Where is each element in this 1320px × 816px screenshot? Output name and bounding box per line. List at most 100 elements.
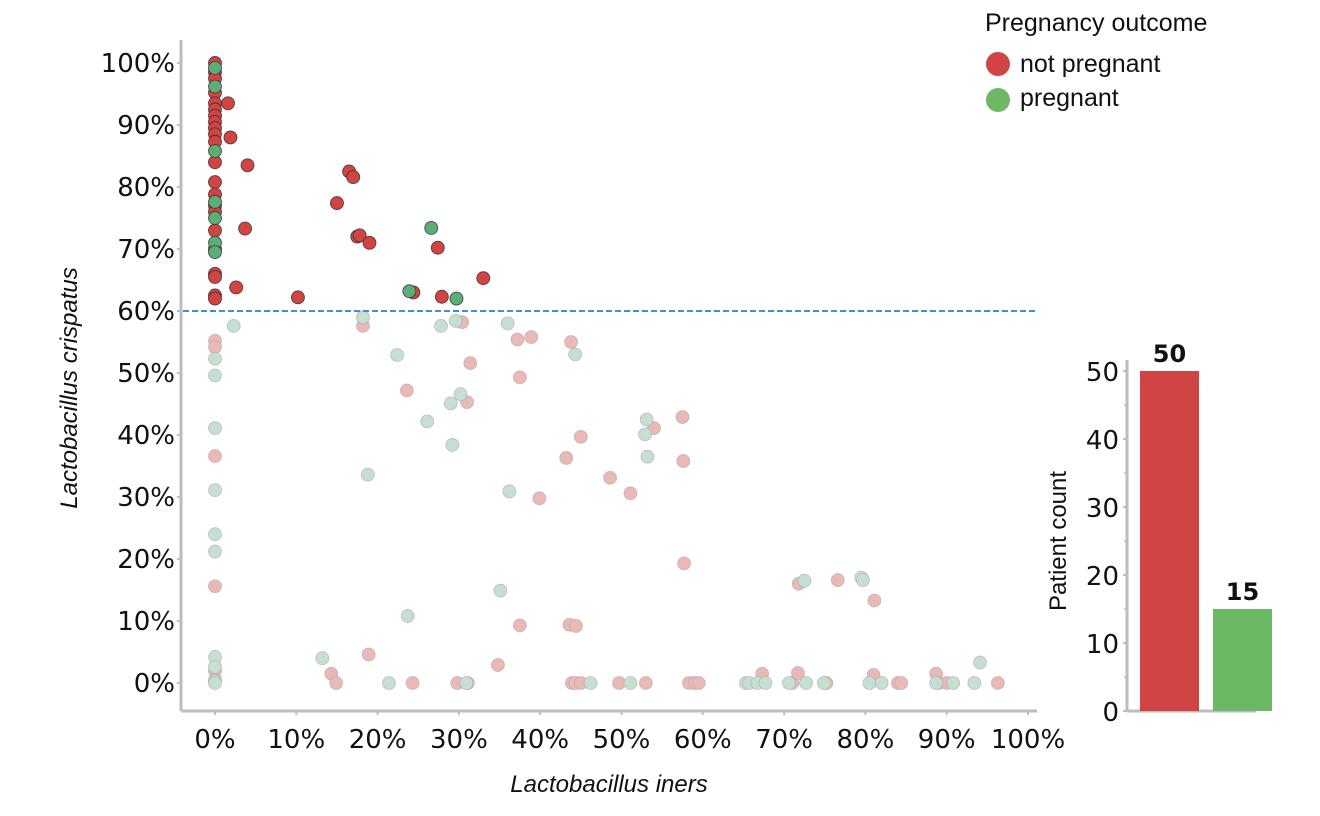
point-not-pregnant	[399, 383, 414, 398]
point-pregnant	[434, 318, 448, 333]
point-not-pregnant	[677, 556, 692, 571]
bar-value-label-pregnant: 15	[1226, 578, 1259, 606]
point-not-pregnant	[405, 676, 420, 690]
point-pregnant	[862, 676, 877, 690]
y-tick-label: 50%	[117, 359, 175, 389]
bar-not-pregnant	[1140, 371, 1199, 711]
point-pregnant	[208, 421, 222, 436]
bar-y-tick-label: 0	[1102, 698, 1119, 728]
bar-y-tick-label: 50	[1086, 358, 1119, 388]
point-not-pregnant	[463, 356, 478, 370]
point-not-pregnant	[346, 170, 361, 185]
y-tick-label: 0%	[134, 669, 175, 699]
scatter-highlighted-points	[208, 56, 491, 306]
legend-swatch-pregnant	[986, 88, 1010, 112]
y-tick-label: 60%	[117, 297, 175, 327]
point-not-pregnant	[867, 593, 882, 608]
point-not-pregnant	[510, 332, 525, 347]
point-not-pregnant	[229, 280, 244, 295]
point-pregnant	[799, 676, 813, 690]
point-not-pregnant	[430, 240, 445, 255]
bar-chart: 0 10 20 30 40 50 50 15 Patient count	[1045, 340, 1272, 728]
point-not-pregnant	[638, 676, 653, 690]
point-not-pregnant	[290, 290, 305, 305]
point-pregnant	[390, 348, 405, 362]
legend: Pregnancy outcome not pregnant pregnant	[985, 9, 1207, 112]
point-pregnant	[623, 676, 638, 690]
point-not-pregnant	[623, 486, 638, 501]
point-pregnant	[420, 414, 435, 429]
x-tick-label: 10%	[267, 725, 325, 755]
point-pregnant	[208, 351, 222, 366]
point-not-pregnant	[208, 269, 222, 284]
point-not-pregnant	[361, 647, 376, 662]
x-tick-label: 100%	[991, 725, 1065, 755]
point-pregnant	[502, 484, 517, 499]
point-not-pregnant	[512, 618, 527, 633]
point-pregnant	[208, 659, 222, 674]
point-pregnant	[817, 676, 831, 690]
point-pregnant	[856, 573, 870, 587]
legend-label-pregnant: pregnant	[1020, 84, 1119, 112]
scatter-faded-points	[208, 310, 1005, 690]
bar-y-tick-label: 10	[1086, 630, 1119, 660]
scatter-plot: 0% 10% 20% 30% 40% 50% 60% 70% 80% 90% 100% 0% 10% 2…	[56, 40, 1065, 798]
point-not-pregnant	[434, 289, 449, 304]
y-tick-label: 20%	[117, 545, 175, 575]
point-not-pregnant	[691, 676, 706, 690]
bar-y-ticks: 0 10 20 30 40 50	[1086, 358, 1127, 728]
point-pregnant	[639, 412, 654, 427]
point-not-pregnant	[208, 449, 222, 463]
point-pregnant	[874, 676, 889, 690]
point-pregnant	[208, 79, 222, 94]
x-tick-label: 50%	[593, 725, 651, 755]
y-tick-label: 30%	[117, 483, 175, 513]
legend-label-not-pregnant: not pregnant	[1020, 50, 1160, 78]
point-pregnant	[929, 676, 944, 690]
point-not-pregnant	[352, 228, 367, 243]
point-not-pregnant	[991, 676, 1005, 690]
point-pregnant	[973, 655, 987, 670]
y-tick-label: 90%	[117, 111, 175, 141]
x-tick-label: 20%	[349, 725, 407, 755]
point-not-pregnant	[524, 330, 539, 344]
point-pregnant	[208, 211, 222, 225]
point-not-pregnant	[208, 223, 222, 238]
point-not-pregnant	[603, 470, 618, 485]
point-pregnant	[208, 144, 222, 158]
point-not-pregnant	[675, 410, 690, 424]
point-pregnant	[356, 310, 370, 325]
y-tick-label: 80%	[117, 173, 175, 203]
point-pregnant	[453, 387, 468, 401]
point-pregnant	[208, 676, 222, 690]
point-pregnant	[208, 368, 222, 383]
point-pregnant	[208, 245, 222, 260]
point-not-pregnant	[791, 666, 805, 680]
point-not-pregnant	[573, 429, 588, 444]
point-not-pregnant	[208, 579, 222, 594]
point-pregnant	[967, 676, 982, 690]
point-pregnant	[500, 316, 515, 331]
point-not-pregnant	[564, 335, 578, 349]
x-tick-label: 40%	[511, 725, 569, 755]
point-pregnant	[424, 220, 439, 235]
point-pregnant	[402, 284, 417, 299]
point-not-pregnant	[532, 491, 547, 506]
bar-rects: 50 15	[1140, 340, 1272, 711]
bar-y-tick-label: 20	[1086, 562, 1119, 592]
point-pregnant	[382, 676, 396, 690]
scatter-y-ticks: 0% 10% 20% 30% 40% 50% 60% 70% 80% 90% 100%	[101, 49, 181, 699]
point-not-pregnant	[329, 676, 344, 690]
point-pregnant	[448, 314, 463, 328]
point-not-pregnant	[512, 370, 527, 385]
point-pregnant	[208, 527, 222, 542]
x-tick-label: 70%	[755, 725, 813, 755]
point-pregnant	[400, 609, 415, 623]
point-not-pregnant	[476, 271, 491, 286]
point-not-pregnant	[559, 451, 574, 465]
point-not-pregnant	[362, 235, 377, 250]
point-not-pregnant	[221, 96, 235, 111]
point-pregnant	[640, 449, 655, 464]
point-pregnant	[443, 396, 458, 411]
